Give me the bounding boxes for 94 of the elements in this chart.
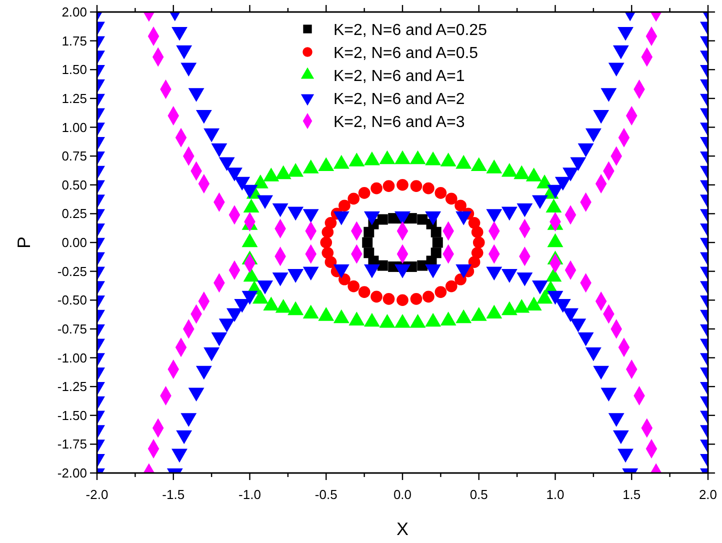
point (514, 165, 530, 180)
point (471, 226, 484, 238)
point (425, 151, 442, 166)
point (377, 214, 388, 225)
point (486, 160, 502, 174)
point (288, 162, 304, 177)
point (454, 200, 466, 212)
y-tick-label: 0.75 (62, 148, 87, 164)
point (362, 237, 373, 248)
y-tick-label: 0.00 (62, 235, 87, 250)
point (410, 293, 422, 305)
point (468, 217, 480, 229)
x-tick-label: -1.0 (238, 487, 261, 502)
point (322, 246, 334, 259)
y-tick-label: 2.00 (62, 4, 87, 20)
point (302, 160, 319, 174)
x-tick-label: -2.0 (86, 487, 108, 502)
point (364, 226, 374, 238)
point (396, 294, 408, 306)
point (348, 280, 360, 292)
point (243, 198, 260, 213)
point (379, 150, 396, 164)
legend-label: K=2, N=6 and A=1 (334, 68, 465, 85)
legend-label: K=2, N=6 and A=3 (334, 114, 465, 131)
y-tick-label: -1.25 (57, 379, 87, 394)
point (432, 237, 443, 248)
point (364, 151, 380, 166)
y-tick-label: 0.50 (62, 177, 87, 192)
point (358, 187, 370, 199)
y-tick-label: -0.75 (57, 321, 87, 336)
y-tick-label: -1.75 (57, 436, 87, 452)
point (526, 168, 542, 182)
point (370, 182, 382, 194)
y-tick-label: 1.50 (62, 62, 87, 78)
point (382, 180, 395, 192)
y-tick-label: 1.00 (62, 120, 87, 135)
point (546, 198, 562, 213)
y-tick-label: -1.00 (57, 350, 87, 366)
x-axis-title: X (396, 519, 409, 539)
point (338, 200, 350, 212)
point (318, 157, 334, 172)
point (445, 192, 458, 205)
point (396, 178, 408, 191)
x-tick-label: 1.0 (546, 487, 564, 502)
point (471, 246, 484, 259)
y-tick-label: 0.25 (62, 206, 87, 222)
point (440, 152, 456, 166)
legend-label: K=2, N=6 and A=2 (334, 91, 465, 108)
point (358, 286, 370, 298)
x-tick-label: 0.0 (393, 487, 412, 502)
y-tick-label: -0.25 (57, 264, 87, 279)
y-tick-label: -0.50 (57, 292, 87, 308)
x-tick-label: 0.5 (470, 487, 488, 502)
point (348, 192, 360, 205)
point (320, 236, 332, 248)
x-tick-label: 1.5 (622, 487, 641, 502)
point (456, 154, 472, 169)
legend-label: K=2, N=6 and A=0.5 (334, 45, 478, 62)
point (322, 226, 334, 238)
point (324, 256, 337, 268)
point (501, 162, 518, 177)
point (338, 273, 350, 286)
y-axis-title: P (14, 236, 34, 249)
point (394, 150, 410, 164)
point (422, 182, 434, 194)
y-tick-label: 1.75 (62, 33, 87, 48)
point (388, 213, 399, 224)
point (324, 217, 337, 229)
point (370, 290, 382, 303)
point (470, 157, 487, 172)
y-tick-label: -1.50 (57, 408, 87, 423)
point (263, 168, 280, 182)
point (472, 236, 485, 248)
point (454, 273, 466, 286)
point (422, 290, 434, 303)
x-tick-label: -1.5 (162, 487, 185, 502)
point (348, 152, 365, 166)
point (377, 260, 388, 271)
y-tick-label: -2.00 (57, 466, 87, 480)
point (417, 214, 428, 225)
point (434, 286, 447, 298)
legend-label: K=2, N=6 and A=0.25 (334, 22, 488, 39)
point (445, 280, 458, 292)
x-tick-label: -0.5 (314, 487, 338, 502)
point (382, 293, 395, 305)
x-tick-label: 2.0 (698, 487, 718, 502)
point (410, 150, 426, 164)
point (275, 165, 292, 180)
y-tick-label: 1.25 (62, 90, 87, 106)
point (410, 180, 422, 192)
point (417, 260, 428, 271)
point (434, 187, 447, 199)
point (333, 154, 350, 169)
point (430, 248, 442, 258)
